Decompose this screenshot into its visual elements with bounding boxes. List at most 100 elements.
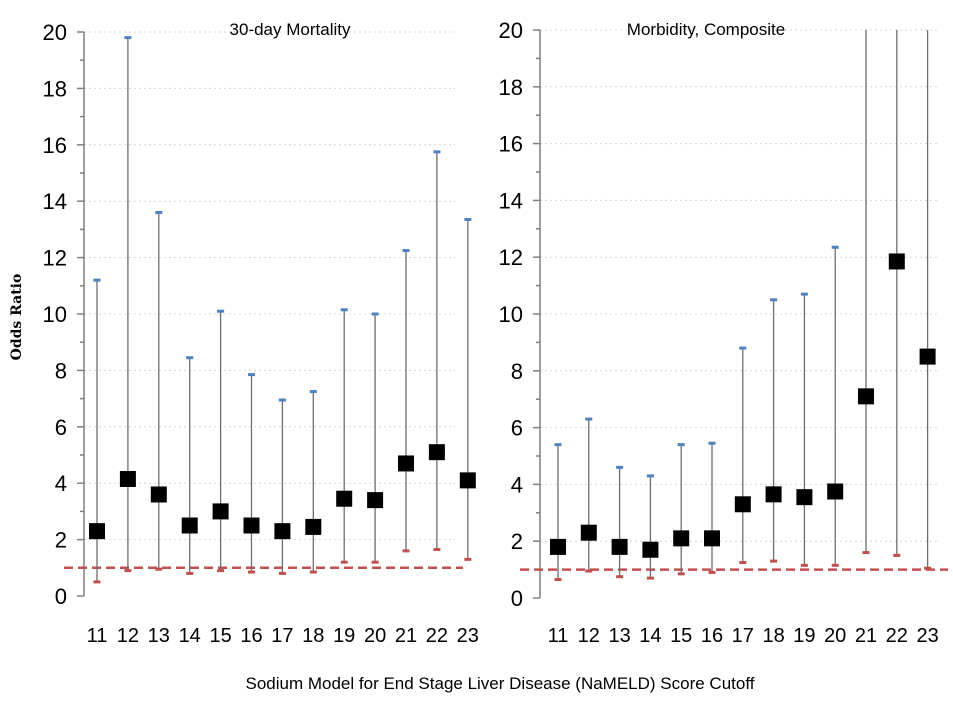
y-tick-label: 4: [55, 471, 67, 496]
x-tick-label: 22: [886, 625, 908, 647]
lower-ci-cap: [278, 571, 286, 575]
lower-ci-cap: [708, 570, 716, 574]
upper-ci-cap: [585, 417, 593, 421]
upper-ci-cap: [248, 373, 255, 377]
y-tick-label: 20: [43, 20, 67, 45]
odds-ratio-marker: [580, 524, 597, 541]
x-tick-label: 12: [117, 625, 139, 647]
y-tick-label: 18: [43, 76, 67, 101]
panel-title: 30-day Mortality: [230, 20, 351, 39]
odds-ratio-marker: [150, 486, 167, 503]
y-tick-label: 8: [511, 359, 523, 384]
lower-ci-cap: [616, 575, 624, 579]
lower-ci-cap: [924, 566, 932, 570]
x-tick-label: 16: [240, 625, 262, 647]
y-tick-label: 12: [499, 245, 523, 270]
panel-title: Morbidity, Composite: [627, 20, 785, 39]
y-tick-label: 2: [55, 528, 67, 553]
lower-ci-cap: [93, 580, 101, 584]
upper-ci-cap: [371, 312, 379, 316]
upper-ci-cap: [402, 249, 410, 253]
upper-ci-cap: [217, 309, 225, 313]
y-tick-label: 6: [511, 416, 523, 441]
lower-ci-cap: [862, 551, 870, 555]
odds-ratio-marker: [181, 517, 198, 534]
upper-ci-cap: [155, 210, 163, 214]
lower-ci-cap: [770, 559, 778, 563]
odds-ratio-marker: [611, 538, 628, 555]
lower-ci-cap: [124, 569, 132, 573]
upper-ci-cap: [831, 245, 839, 249]
lower-ci-cap: [433, 547, 441, 551]
odds-ratio-marker: [398, 455, 414, 472]
lower-ci-cap: [585, 569, 593, 573]
lower-ci-cap: [554, 578, 562, 582]
odds-ratio-marker: [119, 470, 136, 487]
x-tick-label: 11: [87, 625, 108, 647]
x-tick-label: 15: [670, 625, 692, 647]
y-tick-label: 20: [499, 18, 523, 43]
x-tick-label: 18: [762, 625, 784, 647]
x-tick-label: 20: [364, 625, 386, 647]
x-tick-label: 13: [148, 625, 170, 647]
lower-ci-cap: [464, 557, 472, 561]
y-tick-label: 16: [43, 133, 67, 158]
odds-ratio-marker: [550, 538, 566, 555]
x-tick-label: 15: [209, 625, 231, 647]
lower-ci-cap: [646, 576, 654, 580]
odds-ratio-marker: [888, 253, 905, 270]
x-tick-label: 23: [457, 625, 479, 647]
y-tick-label: 6: [55, 415, 67, 440]
x-tick-label: 19: [793, 625, 815, 647]
odds-ratio-marker: [243, 517, 260, 534]
x-tick-label: 22: [426, 625, 448, 647]
lower-ci-cap: [677, 572, 685, 576]
y-tick-label: 2: [511, 529, 523, 554]
lower-ci-cap: [248, 570, 255, 574]
odds-ratio-marker: [642, 541, 659, 558]
upper-ci-cap: [770, 298, 778, 302]
x-tick-label: 14: [639, 625, 661, 647]
morbidity-panel: 0 2 4 6 8 10 12 14 16 18 20 Morbidity, Composite 11 1…: [499, 18, 948, 647]
lower-ci-cap: [371, 560, 379, 564]
odds-ratio-marker: [673, 530, 690, 547]
y-tick-label: 0: [511, 586, 523, 611]
y-tick-label: 10: [43, 302, 67, 327]
y-tick-label: 14: [499, 188, 523, 213]
odds-ratio-marker: [827, 483, 844, 500]
lower-ci-cap: [186, 571, 194, 575]
lower-ci-cap: [893, 553, 901, 557]
upper-ci-cap: [646, 474, 654, 478]
y-tick-label: 12: [43, 246, 67, 271]
y-tick-label: 4: [511, 472, 523, 497]
mortality-panel: 0 2 4 6 8 10 12 14 16 18 20 30-day Mortality 11 12 13 1…: [43, 20, 479, 647]
upper-ci-cap: [433, 150, 441, 154]
x-tick-label: 21: [395, 625, 417, 647]
x-tick-label: 12: [578, 625, 600, 647]
upper-ci-cap: [677, 443, 685, 447]
y-tick-label: 18: [499, 75, 523, 100]
upper-ci-cap: [278, 398, 286, 402]
x-tick-label: 18: [302, 625, 324, 647]
lower-ci-cap: [831, 563, 839, 567]
lower-ci-cap: [309, 570, 317, 574]
upper-ci-cap: [616, 465, 624, 469]
upper-ci-cap: [186, 356, 194, 360]
lower-ci-cap: [155, 567, 163, 571]
odds-ratio-marker: [428, 444, 445, 461]
odds-ratio-marker: [274, 523, 291, 540]
upper-ci-cap: [309, 390, 317, 394]
odds-ratio-marker: [858, 388, 874, 405]
odds-ratio-marker: [212, 503, 229, 520]
y-tick-label: 10: [499, 302, 523, 327]
upper-ci-cap: [464, 218, 472, 222]
upper-ci-cap: [800, 292, 808, 296]
x-tick-label: 13: [608, 625, 630, 647]
upper-ci-cap: [124, 36, 132, 40]
odds-ratio-marker: [336, 490, 353, 507]
y-tick-label: 14: [43, 189, 67, 214]
y-tick-label: 0: [55, 584, 67, 609]
x-axis-title: Sodium Model for End Stage Liver Disease…: [246, 674, 755, 693]
odds-ratio-marker: [704, 530, 720, 547]
